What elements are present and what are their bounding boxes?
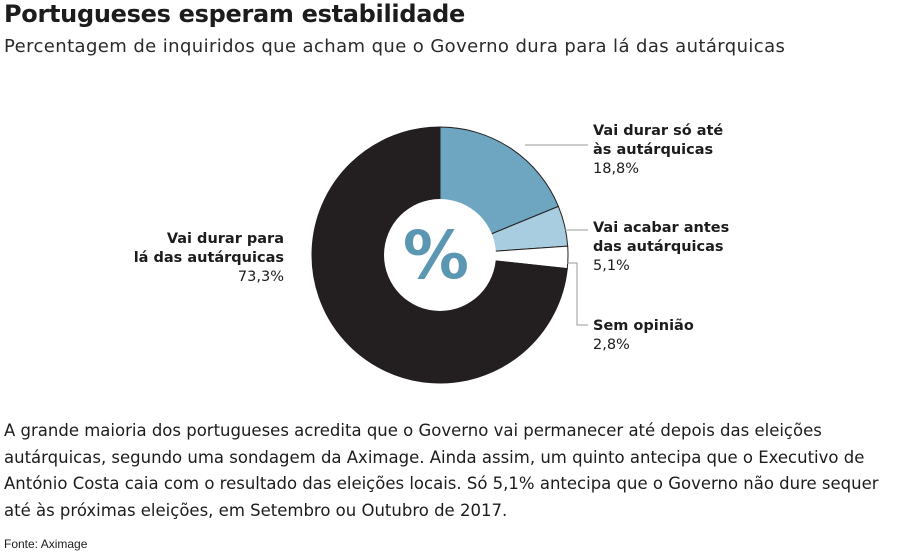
donut-chart: % Vai durar só até às autárquicas 18,8% … xyxy=(134,123,729,384)
percent-symbol: % xyxy=(403,217,469,294)
slice-label-3-line-1: Vai durar para xyxy=(167,231,284,247)
slice-value-2: 2,8% xyxy=(593,337,630,353)
slice-label-2-line-1: Sem opinião xyxy=(593,318,694,334)
slice-value-0: 18,8% xyxy=(593,161,639,177)
slice-label-1-line-2: das autárquicas xyxy=(593,239,724,255)
slice-value-3: 73,3% xyxy=(238,269,284,285)
slice-label-3-line-2: lá das autárquicas xyxy=(134,250,284,266)
chart-subtitle: Percentagem de inquiridos que acham que … xyxy=(4,36,786,57)
slice-label-0-line-1: Vai durar só até xyxy=(593,123,723,139)
slice-label-0-line-2: às autárquicas xyxy=(593,142,713,158)
body-paragraph: A grande maioria dos portugueses acredit… xyxy=(4,421,879,520)
slice-value-1: 5,1% xyxy=(593,258,630,274)
chart-title: Portugueses esperam estabilidade xyxy=(4,0,465,28)
donut-hole xyxy=(384,199,496,311)
source-note: Fonte: Aximage xyxy=(4,537,88,551)
leader-line-2 xyxy=(567,262,588,326)
slice-label-1-line-1: Vai acabar antes xyxy=(593,220,729,236)
